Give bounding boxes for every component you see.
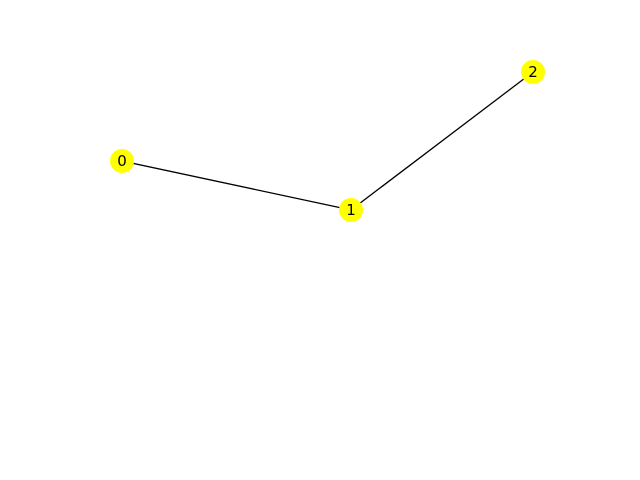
node-0: 0 (110, 149, 134, 173)
node-1: 1 (339, 198, 363, 222)
nodes-layer: 0 1 2 (110, 60, 545, 222)
node-2: 2 (521, 60, 545, 84)
node-0-label: 0 (117, 152, 127, 170)
node-0-circle (110, 149, 134, 173)
edges-layer (121, 71, 534, 211)
edge-0-1 (121, 160, 352, 211)
node-1-circle (339, 198, 363, 222)
node-2-label: 2 (528, 63, 538, 81)
node-1-label: 1 (346, 201, 356, 219)
edge-1-2 (350, 71, 534, 211)
node-2-circle (521, 60, 545, 84)
